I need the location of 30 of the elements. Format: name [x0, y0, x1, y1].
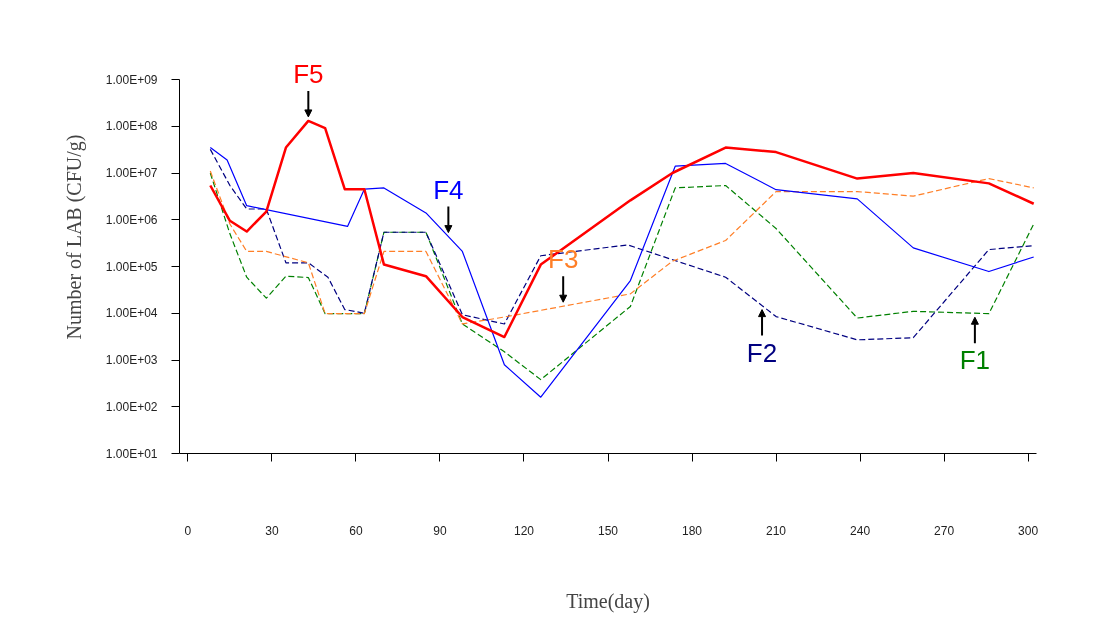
- series-label: F2: [746, 337, 778, 368]
- y-tick-label: 1.00E+02: [105, 399, 158, 414]
- x-tick-label: 270: [934, 523, 955, 538]
- line-series: [209, 170, 1035, 325]
- x-tick-label: 90: [433, 523, 447, 538]
- y-tick-label: 1.00E+03: [105, 353, 158, 367]
- x-tick-label: 180: [682, 523, 703, 538]
- y-tick-label: 1.00E+06: [105, 212, 158, 227]
- x-tick-label: 30: [265, 523, 279, 538]
- y-tick-label: 1.00E+05: [105, 259, 158, 274]
- y-tick-label: 1.00E+01: [105, 446, 158, 461]
- y-tick-label: 1.00E+07: [105, 166, 158, 180]
- x-tick-label: 240: [850, 523, 871, 538]
- x-tick-label: 120: [513, 523, 535, 538]
- x-axis-title: Time(day): [566, 589, 650, 613]
- x-tick-label: 150: [597, 523, 619, 538]
- series-label: F4: [433, 174, 464, 205]
- y-tick-label: 1.00E+09: [105, 72, 158, 87]
- series-label: F5: [293, 58, 324, 89]
- x-tick-label: 300: [1018, 523, 1039, 538]
- x-tick-label: 0: [184, 523, 192, 538]
- y-tick-label: 1.00E+08: [105, 119, 158, 134]
- line-series: [209, 146, 1035, 398]
- x-tick-label: 60: [349, 523, 363, 538]
- y-axis-title: Number of LAB (CFU/g): [62, 134, 86, 340]
- series-label: F1: [959, 345, 991, 376]
- y-tick-label: 1.00E+04: [105, 306, 158, 321]
- x-tick-label: 210: [766, 523, 787, 538]
- line-series: [209, 172, 1035, 381]
- series-label: F3: [548, 244, 579, 275]
